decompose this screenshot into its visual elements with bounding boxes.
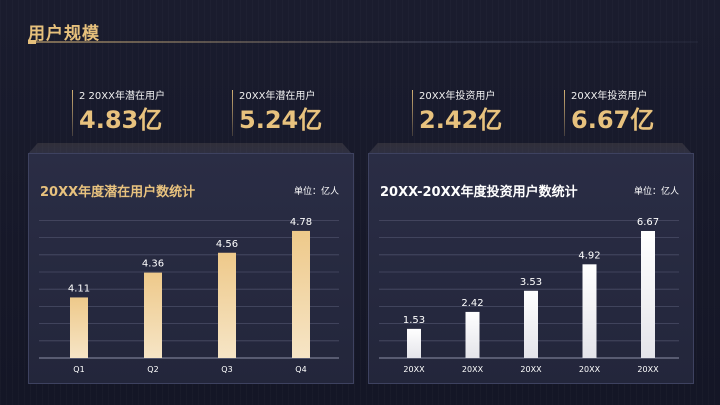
x-tick-label: Q1 [73,365,84,374]
kpi-label: 2 20XX年潜在用户 [79,91,165,102]
kpi-3: 20XX年投资用户 2.42亿 [412,90,502,136]
kpi-2: 20XX年潜在用户 5.24亿 [232,90,322,136]
chart-unit: 单位：亿人 [293,187,339,197]
kpi-label: 20XX年投资用户 [571,91,648,102]
data-label: 2.42 [461,298,483,309]
x-tick-label: Q2 [147,365,158,374]
data-label: 4.11 [68,283,90,294]
data-label: 4.92 [578,250,600,261]
chart-title: 20XX-20XX年度投资用户数统计 [380,185,578,200]
title-divider [28,41,698,43]
bar-chart-investment-users: 1.53 20XX 2.42 20XX 3.53 20XX 4.92 20XX 6.67 20XX [379,217,679,374]
bar [641,230,655,358]
kpi-label: 20XX年投资用户 [419,91,496,102]
chart-panel-potential-users: 20XX年度潜在用户数统计 单位：亿人 4.11 Q1 4.36 Q2 4.56 Q3 4.… [28,153,354,384]
kpi-4: 20XX年投资用户 6.67亿 [564,90,654,136]
kpi-value: 6.67亿 [571,106,655,134]
kpi-value: 2.42亿 [419,106,503,134]
chart-title: 20XX年度潜在用户数统计 [40,185,196,200]
x-tick-label: 20XX [579,365,601,374]
kpi-label: 20XX年潜在用户 [239,91,316,102]
kpi-value: 5.24亿 [239,106,323,134]
bar [524,290,538,358]
data-label: 4.56 [216,239,238,250]
bar-chart-potential-users: 4.11 Q1 4.36 Q2 4.56 Q3 4.78 Q4 [39,217,339,374]
chart-panel-investment-users: 20XX-20XX年度投资用户数统计 单位：亿人 1.53 20XX 2.42 20X… [368,153,694,384]
x-tick-label: 20XX [637,365,659,374]
bar [582,264,597,358]
data-label: 1.53 [403,315,425,326]
kpi-value: 4.83亿 [79,106,163,134]
bar [70,297,88,358]
data-label: 3.53 [520,277,542,288]
data-label: 6.67 [637,217,659,228]
panel-top-bevel [368,143,692,154]
bar [144,272,162,358]
x-tick-label: 20XX [520,365,542,374]
x-tick-label: Q3 [221,365,232,374]
panel-top-bevel [28,143,352,154]
x-tick-label: 20XX [403,365,425,374]
x-tick-label: Q4 [295,365,306,374]
page-title: 用户规模 [28,24,100,44]
title-accent-mark [28,40,36,44]
bar [465,311,480,358]
bar [218,252,236,358]
chart-unit: 单位：亿人 [633,187,679,197]
bar [292,230,310,358]
kpi-1: 2 20XX年潜在用户 4.83亿 [72,90,165,136]
data-label: 4.78 [290,217,312,228]
data-label: 4.36 [142,259,164,270]
bar [407,328,421,358]
x-tick-label: 20XX [462,365,484,374]
